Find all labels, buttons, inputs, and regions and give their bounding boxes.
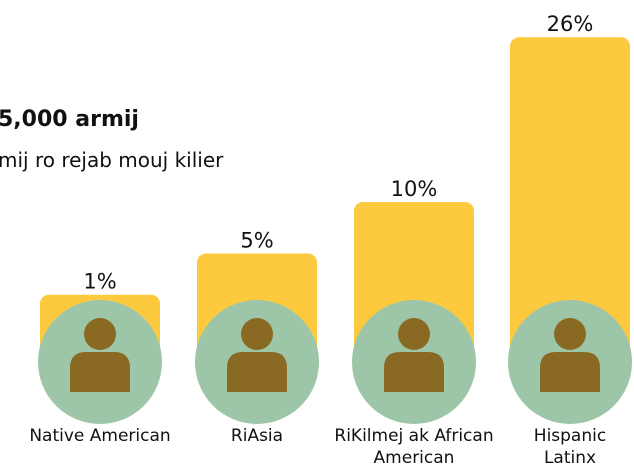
person-head [241,318,273,350]
value-label: 26% [547,12,594,36]
value-label: 10% [391,177,438,201]
bar [510,37,630,362]
category-label: RiKilmej ak African American [334,426,494,468]
person-body [70,352,130,392]
value-label: 1% [83,270,116,294]
person-body [384,352,444,392]
category-label: RiAsia [230,426,284,446]
person-body [227,352,287,392]
category-label: Hispanic Latinx [533,426,607,468]
person-head [554,318,586,350]
person-head [84,318,116,350]
person-head [398,318,430,350]
person-body [540,352,600,392]
category-label: Native American [29,426,171,446]
value-label: 5% [240,229,273,253]
chart-subtitle: mij ro rejab mouj kilier [0,148,224,172]
chart-title: 5,000 armij [0,107,139,132]
